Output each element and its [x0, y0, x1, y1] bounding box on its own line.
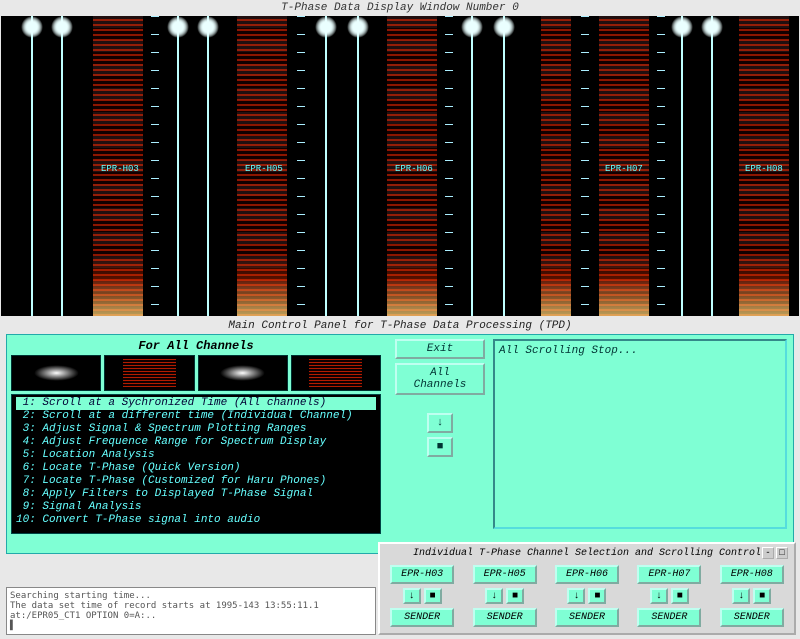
control-panel: For All Channels 1: Scroll at a Sychroni…	[6, 334, 794, 554]
waveform-trace	[681, 16, 683, 316]
sender-button[interactable]: SENDER	[720, 608, 784, 627]
channel-label: EPR-H06	[395, 164, 433, 174]
scroll-down-button[interactable]: ↓	[427, 413, 453, 433]
scroll-down-icon[interactable]: ↓	[403, 588, 421, 604]
menu-item[interactable]: 2: Scroll at a different time (Individua…	[16, 410, 376, 423]
waveform-trace	[177, 16, 179, 316]
terminal-line: The data set time of record starts at 19…	[10, 601, 372, 611]
sender-button[interactable]: SENDER	[637, 608, 701, 627]
menu-item[interactable]: 3: Adjust Signal & Spectrum Plotting Ran…	[16, 423, 376, 436]
channel-button[interactable]: EPR-H03	[390, 565, 454, 584]
sender-button[interactable]: SENDER	[473, 608, 537, 627]
waveform-trace	[207, 16, 209, 316]
channel-button[interactable]: EPR-H07	[637, 565, 701, 584]
terminal-line: Searching starting time...	[10, 591, 372, 601]
waveform-trace	[31, 16, 33, 316]
waveform-trace	[325, 16, 327, 316]
channel-button[interactable]: EPR-H05	[473, 565, 537, 584]
sender-button[interactable]: SENDER	[390, 608, 454, 627]
tick-scale	[657, 16, 665, 316]
scroll-stop-icon[interactable]: ■	[506, 588, 524, 604]
menu-item[interactable]: 4: Adjust Frequence Range for Spectrum D…	[16, 436, 376, 449]
minimize-icon[interactable]: -	[762, 547, 774, 559]
menu-item[interactable]: 8: Apply Filters to Displayed T-Phase Si…	[16, 488, 376, 501]
option-menu[interactable]: 1: Scroll at a Sychronized Time (All cha…	[11, 394, 381, 534]
scroll-stop-icon[interactable]: ■	[424, 588, 442, 604]
thumbnail-waveform[interactable]	[11, 355, 101, 391]
terminal-line: at:/EPR05_CT1 OPTION 0=A:..	[10, 611, 372, 621]
tick-scale	[297, 16, 305, 316]
control-panel-title: Main Control Panel for T-Phase Data Proc…	[0, 316, 800, 334]
window-title: T-Phase Data Display Window Number 0	[0, 0, 800, 16]
channel-button[interactable]: EPR-H06	[555, 565, 619, 584]
channel-scroll-row: ↓■ ↓■ ↓■ ↓■ ↓■	[384, 588, 790, 604]
waveform-trace	[61, 16, 63, 316]
menu-item[interactable]: 7: Locate T-Phase (Customized for Haru P…	[16, 475, 376, 488]
stop-button[interactable]: ■	[427, 437, 453, 457]
scroll-log-text: All Scrolling Stop...	[499, 345, 638, 357]
channel-button[interactable]: EPR-H08	[720, 565, 784, 584]
spectro-column	[541, 16, 571, 316]
scroll-stop-icon[interactable]: ■	[753, 588, 771, 604]
side-button-column: Exit All Channels ↓ ■	[395, 339, 485, 457]
scroll-down-icon[interactable]: ↓	[485, 588, 503, 604]
waveform-trace	[711, 16, 713, 316]
thumbnail-spectrum[interactable]	[291, 355, 381, 391]
channel-sender-row: SENDER SENDER SENDER SENDER SENDER	[384, 608, 790, 627]
channel-thumbnails	[11, 355, 381, 391]
for-all-channels-header: For All Channels	[11, 339, 381, 355]
channel-label: EPR-H07	[605, 164, 643, 174]
thumbnail-waveform[interactable]	[198, 355, 288, 391]
menu-item[interactable]: 1: Scroll at a Sychronized Time (All cha…	[16, 397, 376, 410]
spectrogram-display: EPR-H03 EPR-H05 EPR-H06 EPR-H07 EPR-H08	[1, 16, 799, 316]
menu-item[interactable]: 5: Location Analysis	[16, 449, 376, 462]
cursor: ▌	[10, 621, 15, 631]
channel-name-row: EPR-H03 EPR-H05 EPR-H06 EPR-H07 EPR-H08	[384, 565, 790, 584]
channel-label: EPR-H03	[101, 164, 139, 174]
menu-item[interactable]: 9: Signal Analysis	[16, 501, 376, 514]
waveform-trace	[471, 16, 473, 316]
channel-window-title-text: Individual T-Phase Channel Selection and…	[413, 548, 761, 559]
menu-item[interactable]: 10: Convert T-Phase signal into audio	[16, 514, 376, 527]
tick-scale	[151, 16, 159, 316]
scroll-down-icon[interactable]: ↓	[650, 588, 668, 604]
scroll-log: All Scrolling Stop...	[493, 339, 787, 529]
maximize-icon[interactable]: □	[776, 547, 788, 559]
sender-button[interactable]: SENDER	[555, 608, 619, 627]
terminal-output: Searching starting time... The data set …	[6, 587, 376, 635]
channel-label: EPR-H05	[245, 164, 283, 174]
scroll-down-icon[interactable]: ↓	[567, 588, 585, 604]
waveform-trace	[503, 16, 505, 316]
menu-item[interactable]: 6: Locate T-Phase (Quick Version)	[16, 462, 376, 475]
channel-label: EPR-H08	[745, 164, 783, 174]
thumbnail-spectrum[interactable]	[104, 355, 194, 391]
scroll-down-icon[interactable]: ↓	[732, 588, 750, 604]
waveform-trace	[357, 16, 359, 316]
scroll-stop-icon[interactable]: ■	[671, 588, 689, 604]
tick-scale	[581, 16, 589, 316]
channel-window-title: Individual T-Phase Channel Selection and…	[384, 546, 790, 561]
scroll-stop-icon[interactable]: ■	[588, 588, 606, 604]
channel-selection-window: Individual T-Phase Channel Selection and…	[378, 542, 796, 635]
exit-button[interactable]: Exit	[395, 339, 485, 359]
all-channels-button[interactable]: All Channels	[395, 363, 485, 395]
tick-scale	[445, 16, 453, 316]
